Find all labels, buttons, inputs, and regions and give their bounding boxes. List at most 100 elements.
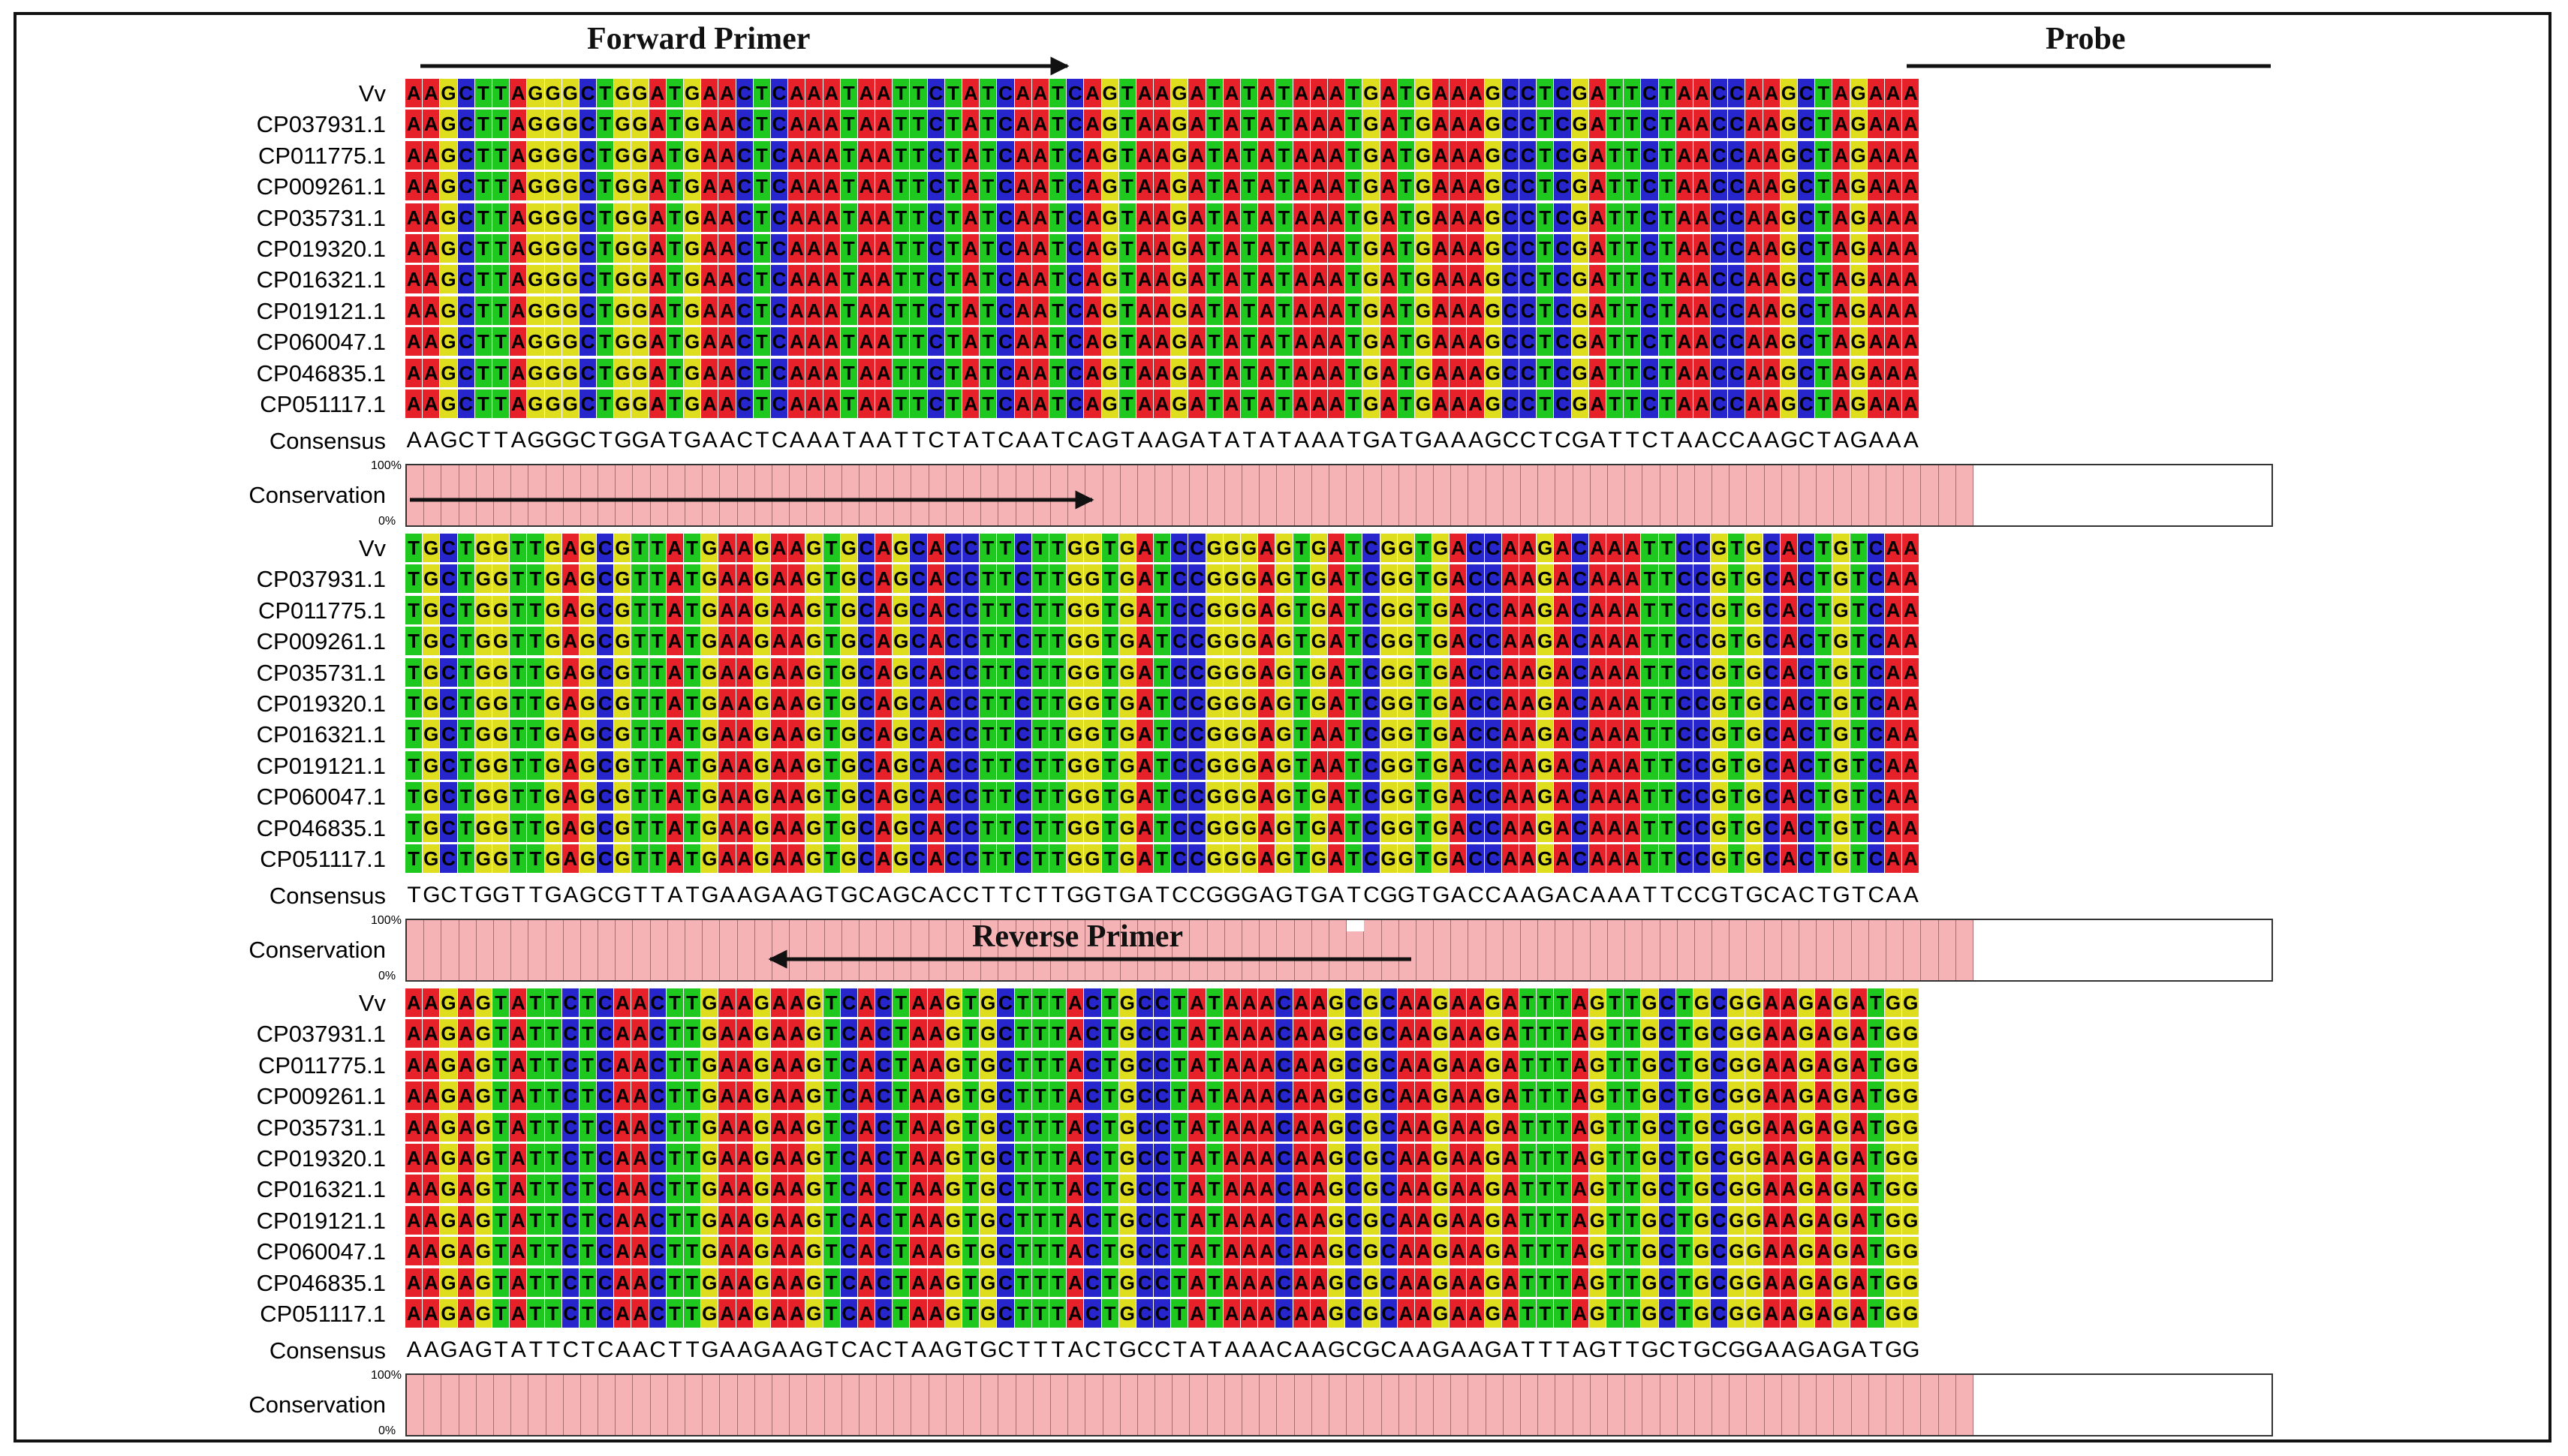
conservation-bar [1398, 465, 1416, 526]
nucleotide-cell: T [1606, 1299, 1624, 1328]
nucleotide-cell: A [823, 203, 841, 232]
nucleotide-cell: A [1693, 327, 1711, 356]
nucleotide-cell: C [1658, 1144, 1676, 1172]
nucleotide-cell: A [718, 265, 736, 294]
consensus-base: T [1608, 1337, 1622, 1363]
nucleotide-cell: G [1641, 988, 1659, 1017]
nucleotide-cell: T [823, 813, 841, 842]
consensus-base: A [824, 428, 840, 453]
nucleotide-cell: C [1362, 534, 1380, 562]
nucleotide-cell: T [544, 1299, 562, 1328]
conservation-bar [1921, 1375, 1939, 1436]
nucleotide-cell: A [927, 1144, 945, 1172]
consensus-base: A [1886, 883, 1901, 908]
nucleotide-cell: C [1084, 1050, 1102, 1079]
nucleotide-cell: G [753, 564, 771, 594]
nucleotide-cell: T [962, 1175, 980, 1204]
conservation-bar [598, 920, 616, 981]
nucleotide-cell: A [1031, 265, 1049, 294]
nucleotide-cell: C [1380, 1175, 1398, 1204]
nucleotide-cell: A [1327, 358, 1346, 387]
nucleotide-cell: A [1258, 1299, 1276, 1328]
nucleotide-cell: G [1693, 1237, 1711, 1266]
nucleotide-cell: G [1884, 1050, 1903, 1079]
nucleotide-cell: C [962, 564, 980, 594]
nucleotide-cell: T [1154, 595, 1172, 624]
nucleotide-cell: G [1711, 657, 1729, 687]
nucleotide-cell: A [1450, 110, 1468, 139]
nucleotide-cell: G [1241, 595, 1259, 624]
nucleotide-cell: T [1206, 1019, 1224, 1048]
nucleotide-cell: A [770, 564, 789, 594]
consensus-base: G [1414, 428, 1433, 453]
nucleotide-cell: G [1118, 720, 1136, 749]
consensus-base: G [1223, 883, 1242, 908]
nucleotide-cell: T [474, 390, 492, 418]
nucleotide-cell: T [1537, 1299, 1555, 1328]
nucleotide-cell: T [1101, 1175, 1119, 1204]
nucleotide-cell: C [997, 358, 1015, 387]
nucleotide-cell: G [805, 988, 823, 1017]
nucleotide-cell: T [1815, 110, 1833, 139]
nucleotide-cell: C [597, 844, 615, 873]
consensus-base: A [510, 428, 526, 453]
nucleotide-cell: T [1118, 203, 1136, 232]
nucleotide-cell: A [1501, 751, 1519, 780]
nucleotide-cell: A [1606, 720, 1624, 749]
conservation-bar [1642, 1375, 1660, 1436]
conservation-bar [1050, 1375, 1069, 1436]
nucleotide-cell: A [423, 1299, 441, 1328]
nucleotide-cell: C [561, 1081, 580, 1111]
nucleotide-cell: G [474, 1019, 492, 1048]
nucleotide-cell: A [405, 265, 423, 294]
nucleotide-cell: A [701, 265, 719, 294]
nucleotide-cell: C [1675, 844, 1693, 873]
nucleotide-cell: G [1641, 1019, 1659, 1048]
nucleotide-cell: C [1519, 296, 1537, 325]
nucleotide-cell: T [1031, 751, 1049, 780]
nucleotide-cell: A [1031, 234, 1049, 263]
consensus-base: C [1798, 883, 1815, 908]
consensus-base: C [1555, 428, 1571, 453]
nucleotide-cell: C [857, 813, 876, 842]
nucleotide-cell: A [1780, 1268, 1798, 1297]
consensus-base: C [1380, 1337, 1397, 1363]
nucleotide-cell: T [980, 140, 998, 170]
nucleotide-cell: A [927, 844, 945, 873]
nucleotide-cell: A [1293, 1050, 1311, 1079]
nucleotide-cell: G [1728, 1019, 1746, 1048]
nucleotide-cell: A [1467, 234, 1485, 263]
conservation-bar [459, 920, 477, 981]
nucleotide-cell: C [649, 1299, 667, 1328]
consensus-base: G [701, 883, 719, 908]
nucleotide-cell: A [1832, 358, 1850, 387]
nucleotide-cell: G [544, 751, 562, 780]
nucleotide-cell: A [788, 595, 806, 624]
nucleotide-cell: A [1327, 782, 1346, 811]
nucleotide-cell: T [1658, 782, 1676, 811]
nucleotide-cell: C [910, 844, 928, 873]
nucleotide-cell: T [1537, 234, 1555, 263]
nucleotide-cell: G [944, 1112, 962, 1142]
nucleotide-cell: A [857, 234, 876, 263]
nucleotide-cell: T [1519, 1050, 1537, 1079]
nucleotide-cell: A [1154, 358, 1172, 387]
nucleotide-cell: A [1588, 813, 1606, 842]
nucleotide-cell: A [1258, 172, 1276, 201]
conservation-bar [790, 1375, 808, 1436]
nucleotide-cell: T [1345, 327, 1363, 356]
nucleotide-cell: A [875, 203, 893, 232]
nucleotide-cell: G [423, 627, 441, 656]
nucleotide-cell: T [1101, 534, 1119, 562]
nucleotide-cell: C [1798, 782, 1816, 811]
nucleotide-cell: T [980, 234, 998, 263]
nucleotide-cell: T [1241, 203, 1259, 232]
nucleotide-cell: C [840, 1268, 858, 1297]
nucleotide-cell: G [1728, 1081, 1746, 1111]
conservation-bar [964, 1375, 982, 1436]
nucleotide-cell: C [561, 1299, 580, 1328]
nucleotide-cell: T [1658, 390, 1676, 418]
conservation-bar [1381, 465, 1399, 526]
